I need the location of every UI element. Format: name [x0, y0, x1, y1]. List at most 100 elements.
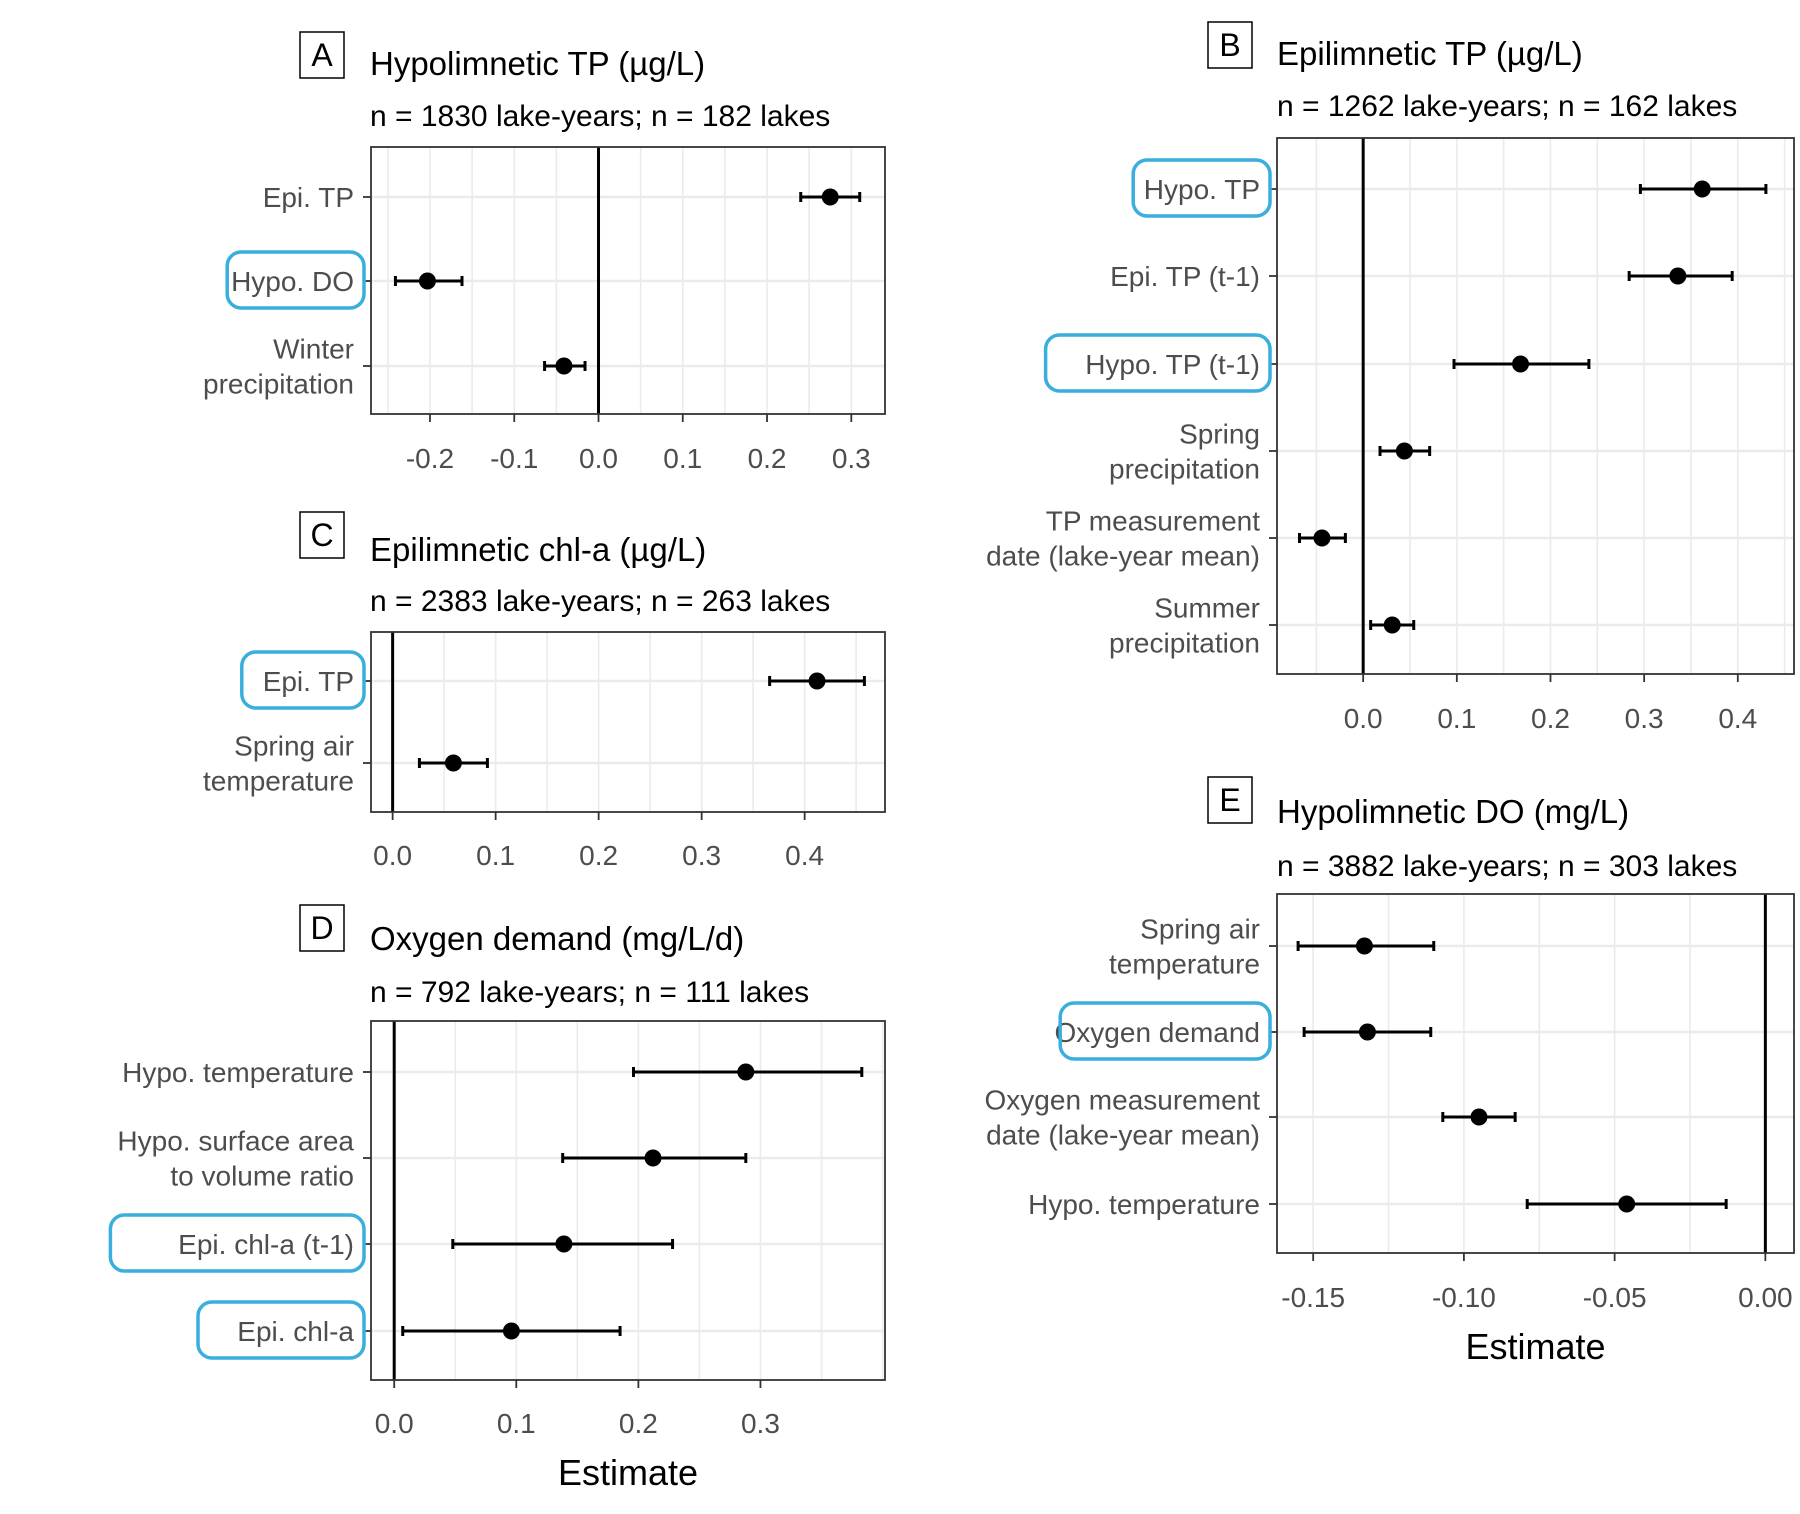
term-label-line: Hypo. temperature — [1028, 1189, 1260, 1220]
point-estimate — [1669, 267, 1687, 285]
point-estimate — [418, 272, 436, 290]
x-tick-label: 0.3 — [741, 1408, 780, 1439]
term-label-line: Oxygen measurement — [985, 1085, 1261, 1116]
x-tick-label: 0.2 — [748, 443, 787, 474]
x-tick-label: 0.0 — [1344, 703, 1383, 734]
panel-title: Epilimnetic chl-a (µg/L) — [370, 531, 706, 568]
x-axis-title: Estimate — [558, 1452, 698, 1493]
panel-b: B Epilimnetic TP (µg/L) n = 1262 lake-year… — [986, 21, 1795, 734]
term-label: Epi. TP — [263, 182, 354, 213]
x-tick-label: 0.4 — [785, 840, 824, 871]
term-label: Epi. TP — [263, 666, 354, 697]
term-label-line: to volume ratio — [170, 1161, 354, 1192]
x-tick-label: 0.1 — [663, 443, 702, 474]
x-tick-label: 0.2 — [579, 840, 618, 871]
panel-subtitle: n = 2383 lake-years; n = 263 lakes — [370, 585, 830, 618]
point-estimate — [1512, 355, 1530, 373]
highlight-outline — [196, 1300, 366, 1360]
term-label: Epi. chl-a — [237, 1316, 354, 1347]
point-estimate — [737, 1063, 755, 1081]
term-label-line: temperature — [1109, 949, 1260, 980]
term-label: Spring air temperature — [1109, 914, 1260, 980]
point-estimate — [555, 357, 573, 375]
term-label: Epi. chl-a (t-1) — [178, 1229, 354, 1260]
x-tick-label: 0.1 — [1437, 703, 1476, 734]
highlight-outline — [1058, 1001, 1272, 1061]
x-tick-label: -0.15 — [1281, 1282, 1345, 1313]
x-tick-label: -0.2 — [406, 443, 454, 474]
point-estimate — [1313, 529, 1331, 547]
term-label: Hypo. surface area to volume ratio — [117, 1126, 354, 1192]
x-tick-label: 0.00 — [1738, 1282, 1793, 1313]
point-estimate — [1693, 180, 1711, 198]
term-label: Summer precipitation — [1109, 593, 1260, 659]
x-tick-label: 0.0 — [579, 443, 618, 474]
term-label-line: Hypo. DO — [231, 266, 354, 297]
term-label-line: Spring air — [1140, 914, 1260, 945]
term-label-line: Epi. chl-a (t-1) — [178, 1229, 354, 1260]
x-tick-label: 0.2 — [1531, 703, 1570, 734]
panel-title: Epilimnetic TP (µg/L) — [1277, 35, 1583, 72]
panel-letter: C — [310, 517, 333, 553]
panel-letter: B — [1219, 27, 1240, 63]
x-tick-label: 0.3 — [832, 443, 871, 474]
panel-letter-box — [1207, 776, 1253, 824]
point-estimate — [644, 1149, 662, 1167]
term-label: TP measurement date (lake-year mean) — [986, 506, 1260, 572]
term-label: Oxygen measurement date (lake-year mean) — [985, 1085, 1261, 1151]
term-label-line: TP measurement — [1046, 506, 1260, 537]
panel-border — [370, 631, 886, 813]
panel-letter-box — [1207, 21, 1253, 69]
x-tick-label: -0.1 — [490, 443, 538, 474]
term-label: Hypo. TP (t-1) — [1085, 349, 1260, 380]
panel-a: A Hypolimnetic TP (µg/L) n = 1830 lake-yea… — [203, 31, 886, 474]
term-label-line: precipitation — [203, 369, 354, 400]
term-label: Hypo. DO — [231, 266, 354, 297]
point-estimate — [1355, 937, 1373, 955]
term-label-line: Summer — [1154, 593, 1260, 624]
point-estimate — [555, 1235, 573, 1253]
term-label-line: Hypo. temperature — [122, 1057, 354, 1088]
panel-e: E Hypolimnetic DO (mg/L) n = 3882 lake-yea… — [985, 776, 1795, 1367]
panel-subtitle: n = 792 lake-years; n = 111 lakes — [370, 976, 809, 1009]
panel-letter: D — [310, 910, 333, 946]
panel-letter: E — [1219, 782, 1240, 818]
term-label-line: Spring — [1179, 419, 1260, 450]
highlight-outline — [1131, 158, 1272, 218]
term-label-line: Winter — [273, 334, 354, 365]
highlight-outline — [225, 250, 366, 310]
highlight-outline — [108, 1213, 366, 1273]
panel-border — [1276, 893, 1795, 1254]
term-label-line: temperature — [203, 766, 354, 797]
term-label: Oxygen demand — [1055, 1017, 1260, 1048]
panel-letter-box — [299, 31, 345, 79]
panel-subtitle: n = 1262 lake-years; n = 162 lakes — [1277, 90, 1737, 123]
term-label: Hypo. temperature — [122, 1057, 354, 1088]
term-label-line: Epi. TP — [263, 182, 354, 213]
term-label-line: Hypo. TP (t-1) — [1085, 349, 1260, 380]
point-estimate — [1395, 442, 1413, 460]
panel-letter: A — [311, 37, 333, 73]
term-label: Epi. TP (t-1) — [1110, 261, 1260, 292]
point-estimate — [444, 754, 462, 772]
panel-title: Oxygen demand (mg/L/d) — [370, 920, 744, 957]
term-label-line: Spring air — [234, 731, 354, 762]
term-label: Spring precipitation — [1109, 419, 1260, 485]
term-label-line: precipitation — [1109, 628, 1260, 659]
term-label-line: date (lake-year mean) — [986, 541, 1260, 572]
panel-border — [1276, 137, 1795, 675]
x-tick-label: 0.0 — [373, 840, 412, 871]
x-tick-label: 0.0 — [375, 1408, 414, 1439]
panel-border — [370, 1020, 886, 1381]
term-label-line: Oxygen demand — [1055, 1017, 1260, 1048]
term-label: Winter precipitation — [203, 334, 354, 400]
point-estimate — [1470, 1108, 1488, 1126]
point-estimate — [821, 188, 839, 206]
point-estimate — [1618, 1195, 1636, 1213]
panel-d: D Oxygen demand (mg/L/d) n = 792 lake-year… — [108, 904, 886, 1493]
panel-letter-box — [299, 904, 345, 952]
highlight-outline — [240, 650, 366, 710]
point-estimate — [1358, 1023, 1376, 1041]
panel-letter-box — [299, 511, 345, 559]
